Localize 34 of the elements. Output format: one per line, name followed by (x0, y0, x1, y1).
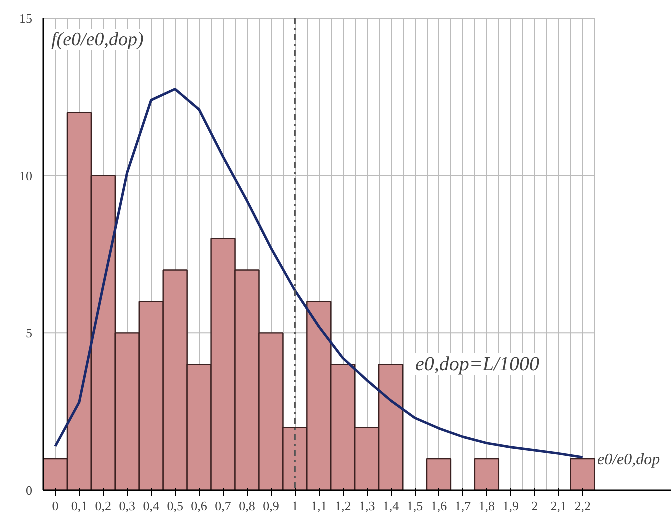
line-series (54, 88, 584, 459)
x-tick-label: 1,6 (430, 498, 448, 514)
x-tick-label: 0,9 (263, 498, 280, 514)
x-tick-label: 1,9 (502, 498, 520, 514)
x-tick-label: 0,3 (119, 498, 136, 514)
x-tick-label: 0,5 (167, 498, 184, 514)
x-tick-label: 1,2 (334, 498, 352, 514)
x-tick-label: 0,8 (239, 498, 256, 514)
y-tick-label: 10 (20, 168, 32, 184)
bar (570, 458, 596, 490)
x-tick-label: 2,2 (574, 498, 591, 514)
x-tick-label: 0,7 (215, 498, 232, 514)
x-tick-label: 1,7 (454, 498, 472, 514)
x-tick-label: 1,1 (311, 498, 328, 514)
y-tick-label: 15 (20, 11, 32, 26)
x-tick-label: 1,8 (478, 498, 496, 514)
x-tick-label: 2 (532, 498, 538, 514)
annotation: e0,dop=L/1000 (416, 354, 540, 376)
x-tick-label: 0 (52, 498, 59, 514)
x-tick-label: 0,1 (71, 498, 88, 514)
x-tick-label: 1 (292, 498, 298, 514)
y-tick-label: 0 (26, 483, 32, 498)
x-tick-label: 1,4 (382, 498, 400, 514)
y-axis-title: f(e0/e0,dop) (52, 30, 144, 50)
x-tick-label: 0,2 (95, 498, 112, 514)
y-tick-label: 5 (26, 326, 32, 341)
x-tick-label: 0,6 (191, 498, 208, 514)
x-tick-label: 0,4 (143, 498, 160, 514)
bar (474, 458, 500, 490)
x-tick-label: 1,3 (358, 498, 376, 514)
bar (426, 458, 452, 490)
x-axis-title: e0/e0,dop (598, 452, 660, 468)
x-tick-label: 1,5 (406, 498, 424, 514)
x-tick-label: 2,1 (550, 498, 567, 514)
